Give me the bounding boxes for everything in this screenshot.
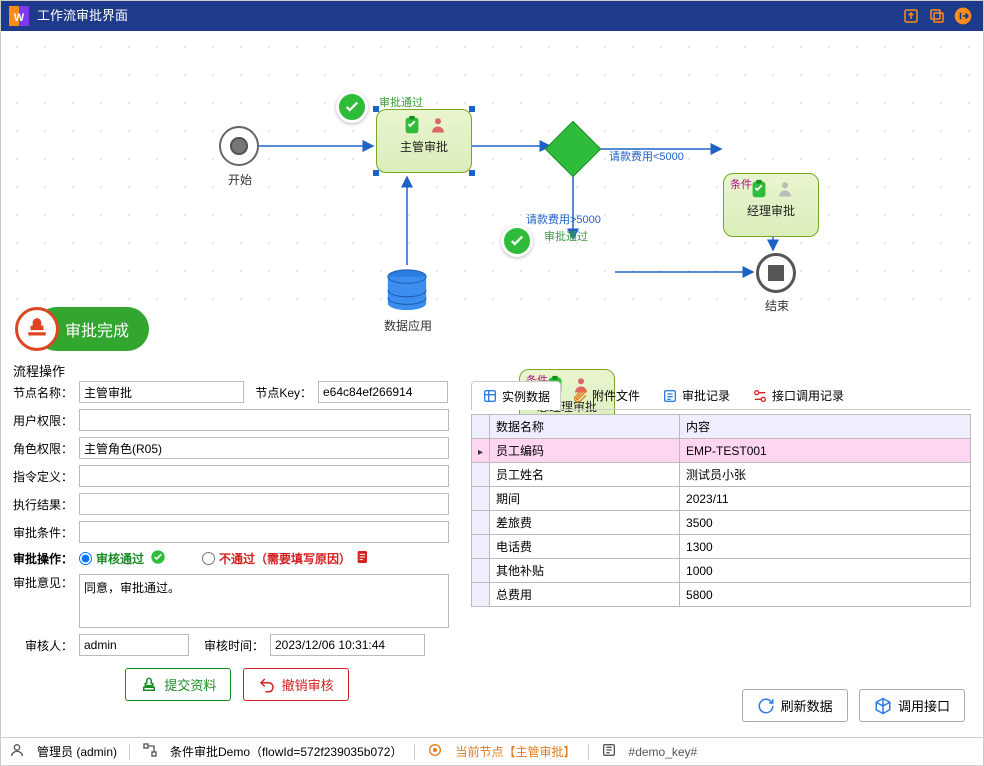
task-manager-approval[interactable]: 条件 经理审批 <box>723 173 819 237</box>
api-icon <box>752 388 768 404</box>
tab-instance-data[interactable]: 实例数据 <box>471 381 561 410</box>
workflow-canvas[interactable]: 开始 主管审批 审批通过 条件 经理审批 条件 总经理审批 审批通过 数据应用 <box>1 31 983 303</box>
table-row[interactable]: 员工编码EMP-TEST001 <box>472 439 971 463</box>
input-cmd-def[interactable] <box>79 465 449 487</box>
flow-icon <box>142 742 158 761</box>
svg-text:W: W <box>14 12 25 24</box>
radio-fail[interactable]: 不通过（需要填写原因） <box>202 550 351 567</box>
submit-button[interactable]: 提交资料 <box>125 668 231 701</box>
person-icon <box>776 178 794 200</box>
task-title: 经理审批 <box>724 202 818 219</box>
app-icon: W <box>9 6 29 26</box>
condition-badge: 条件 <box>730 176 752 192</box>
task-supervisor-approval[interactable]: 主管审批 <box>376 109 472 173</box>
refresh-icon <box>757 697 775 715</box>
target-icon <box>427 742 443 761</box>
input-reviewer[interactable] <box>79 634 189 656</box>
logout-icon[interactable] <box>951 4 975 28</box>
status-user: 管理员 (admin) <box>37 743 117 760</box>
edge-label-lt5000: 请款费用<5000 <box>609 148 684 164</box>
note-icon <box>355 549 371 568</box>
input-exec-res[interactable] <box>79 493 449 515</box>
stamp-icon <box>15 307 59 351</box>
col-content: 内容 <box>680 415 971 439</box>
person-icon <box>429 114 447 136</box>
tab-attachments[interactable]: 附件文件 <box>561 381 651 409</box>
end-node[interactable] <box>756 253 796 293</box>
label-action: 审批操作： <box>13 550 73 567</box>
label-exec-res: 执行结果： <box>13 496 73 513</box>
input-role-perm[interactable] <box>79 437 449 459</box>
input-review-time[interactable] <box>270 634 425 656</box>
table-row[interactable]: 电话费1300 <box>472 535 971 559</box>
check-icon <box>336 91 368 123</box>
undo-button[interactable]: 撤销审核 <box>243 668 349 701</box>
list-icon <box>662 388 678 404</box>
tab-api-log[interactable]: 接口调用记录 <box>741 381 855 409</box>
attach-icon <box>572 388 588 404</box>
check-icon <box>501 225 533 257</box>
label-reviewer: 审核人： <box>13 637 73 654</box>
canvas-grid <box>1 31 983 303</box>
status-key: #demo_key# <box>629 745 698 759</box>
window-title: 工作流审批界面 <box>37 1 897 31</box>
status-current-label: 当前节点 <box>455 745 503 759</box>
titlebar: W 工作流审批界面 <box>1 1 983 31</box>
tabs: 实例数据 附件文件 审批记录 接口调用记录 <box>471 381 971 410</box>
db-label: 数据应用 <box>384 317 432 334</box>
radio-pass[interactable]: 审核通过 <box>79 550 144 567</box>
input-appr-cond[interactable] <box>79 521 449 543</box>
user-icon <box>9 742 25 761</box>
input-node-name[interactable] <box>79 381 244 403</box>
task1-status: 审批通过 <box>379 94 423 110</box>
statusbar: 管理员 (admin) 条件审批Demo（flowId=572f239035b0… <box>1 737 983 765</box>
undo-icon <box>258 676 276 694</box>
key-icon <box>601 742 617 761</box>
table-row[interactable]: 其他补贴1000 <box>472 559 971 583</box>
copy-icon[interactable] <box>925 4 949 28</box>
start-label: 开始 <box>228 171 252 188</box>
label-node-name: 节点名称： <box>13 384 73 401</box>
clipboard-icon <box>401 114 423 136</box>
table-row[interactable]: 差旅费3500 <box>472 511 971 535</box>
table-row[interactable]: 员工姓名测试员小张 <box>472 463 971 487</box>
col-name: 数据名称 <box>490 415 680 439</box>
cube-icon <box>874 697 892 715</box>
export-icon[interactable] <box>899 4 923 28</box>
refresh-button[interactable]: 刷新数据 <box>742 689 848 722</box>
label-opinion: 审批意见： <box>13 574 73 591</box>
instance-data-table[interactable]: 数据名称内容 员工编码EMP-TEST001员工姓名测试员小张期间2023/11… <box>471 414 971 607</box>
table-row[interactable]: 总费用5800 <box>472 583 971 607</box>
label-appr-cond: 审批条件： <box>13 524 73 541</box>
section-title: 流程操作 <box>13 361 65 380</box>
tab-approval-log[interactable]: 审批记录 <box>651 381 741 409</box>
edge-label-gt5000: 请款费用>5000 <box>526 211 601 227</box>
input-user-perm[interactable] <box>79 409 449 431</box>
api-button[interactable]: 调用接口 <box>859 689 965 722</box>
table-row[interactable]: 期间2023/11 <box>472 487 971 511</box>
textarea-opinion[interactable] <box>79 574 449 628</box>
end-label: 结束 <box>765 297 789 314</box>
label-node-key: 节点Key： <box>254 384 312 401</box>
start-node[interactable] <box>219 126 259 166</box>
label-cmd-def: 指令定义： <box>13 468 73 485</box>
task3-status: 审批通过 <box>544 228 588 244</box>
data-node[interactable] <box>384 267 430 316</box>
check-icon <box>150 549 166 568</box>
label-role-perm: 角色权限： <box>13 440 73 457</box>
approval-complete-badge: 审批完成 <box>15 307 149 351</box>
label-user-perm: 用户权限： <box>13 412 73 429</box>
stamp-icon <box>140 676 158 694</box>
status-flow: 条件审批Demo（flowId=572f239035b072） <box>170 743 402 760</box>
status-current-node: 【主管审批】 <box>504 745 576 759</box>
input-node-key[interactable] <box>318 381 448 403</box>
task-title: 主管审批 <box>377 138 471 155</box>
gateway-node[interactable] <box>553 129 593 169</box>
data-icon <box>482 388 498 404</box>
label-review-time: 审核时间： <box>199 637 264 654</box>
